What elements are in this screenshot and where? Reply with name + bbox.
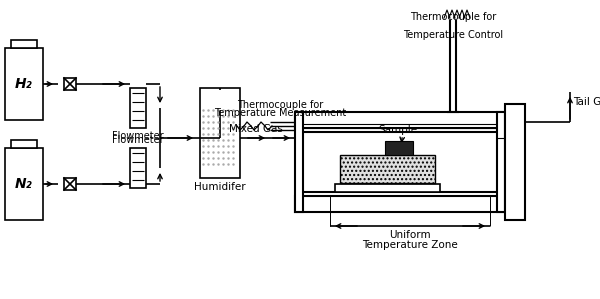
Text: Uniform: Uniform [389,230,431,240]
Bar [130,148,146,188]
Bar [505,104,525,220]
Text: Sample: Sample [378,125,417,135]
Text: Temperature Measurement: Temperature Measurement [214,108,346,118]
Bar [295,196,505,212]
Text: Thermocouple for: Thermocouple for [237,100,323,110]
Bar [295,112,303,212]
Text: Temperature Zone: Temperature Zone [362,240,458,250]
Text: Temperature Control: Temperature Control [403,30,503,40]
Bar [64,78,76,90]
Text: Humidifer: Humidifer [194,182,246,192]
Bar [202,90,238,110]
Bar [200,88,240,178]
Bar [130,88,146,128]
Text: Flowmeter: Flowmeter [112,131,164,141]
Bar [5,148,43,220]
Text: Mixed Gas: Mixed Gas [229,124,283,134]
Bar [497,112,505,212]
Bar [340,155,435,183]
Text: Flowmeter: Flowmeter [112,135,164,145]
Text: N₂: N₂ [15,177,33,191]
Text: Tail Gas Ignition: Tail Gas Ignition [573,97,600,107]
Bar [295,112,505,128]
Bar [335,184,440,192]
Bar [64,178,76,190]
Bar [11,140,37,148]
Bar [385,141,413,155]
Text: Thermocouple for: Thermocouple for [410,12,496,22]
Text: H₂: H₂ [15,77,33,91]
Bar [5,48,43,120]
Bar [11,40,37,48]
